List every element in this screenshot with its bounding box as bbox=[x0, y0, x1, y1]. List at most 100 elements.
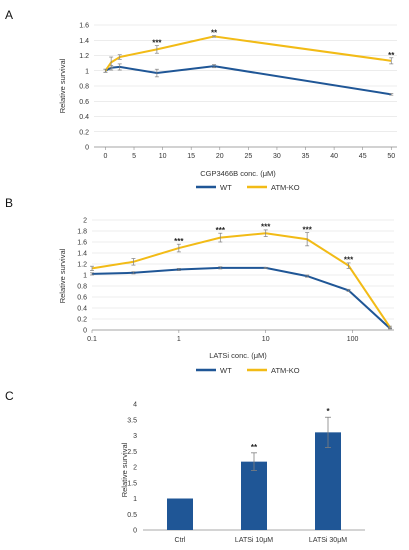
panel-a-letter: A bbox=[5, 8, 13, 22]
a-xtick-label: 0 bbox=[103, 153, 107, 160]
c-xtick-label: LATSi 10μM bbox=[235, 537, 273, 544]
panel-a-legend-wt: WT bbox=[220, 183, 232, 192]
a-significance-marker: ** bbox=[211, 29, 218, 38]
b-ytick-label: 2 bbox=[83, 218, 87, 225]
b-ytick-label: 0.4 bbox=[77, 306, 87, 313]
b-ytick-label: 0.2 bbox=[77, 317, 87, 324]
b-errorbar bbox=[176, 243, 181, 253]
b-errorbar bbox=[346, 288, 351, 292]
a-ytick-label: 0.2 bbox=[79, 129, 89, 136]
c-ytick-label: 2 bbox=[133, 465, 137, 472]
c-ytick-label: 3.5 bbox=[127, 417, 137, 424]
b-ytick-label: 0.6 bbox=[77, 295, 87, 302]
c-ytick-label: 1 bbox=[133, 496, 137, 503]
b-xtick-label: 10 bbox=[262, 336, 270, 343]
c-errorbar bbox=[251, 452, 257, 471]
panel-b-legend-wt: WT bbox=[220, 366, 232, 375]
b-xtick-label: 100 bbox=[347, 336, 359, 343]
a-xtick-label: 45 bbox=[359, 153, 367, 160]
panel-b-letter: B bbox=[5, 196, 13, 210]
a-xtick-label: 50 bbox=[387, 153, 395, 160]
b-errorbar bbox=[90, 272, 94, 276]
a-errorbar bbox=[154, 68, 159, 78]
a-ytick-label: 1.2 bbox=[79, 53, 89, 60]
c-ytick-label: 0.5 bbox=[127, 512, 137, 519]
a-ytick-label: 0.4 bbox=[79, 114, 89, 121]
a-significance-marker: *** bbox=[152, 39, 162, 48]
c-ytick-label: 1.5 bbox=[127, 480, 137, 487]
a-errorbar bbox=[103, 68, 108, 73]
b-errorbar bbox=[263, 266, 268, 269]
b-errorbar bbox=[388, 325, 393, 329]
c-ytick-label: 0 bbox=[133, 528, 137, 535]
a-significance-marker: ** bbox=[388, 51, 395, 60]
b-ytick-label: 1.8 bbox=[77, 229, 87, 236]
panel-a-xlabel: CGP3466B conc. (μM) bbox=[200, 169, 276, 178]
a-ytick-label: 1.6 bbox=[79, 23, 89, 30]
a-errorbar bbox=[154, 45, 159, 54]
b-errorbar bbox=[263, 229, 268, 237]
panel-a-ylabel: Relative survival bbox=[58, 58, 67, 113]
a-series-wt-line bbox=[104, 65, 392, 96]
panel-b-ylabel: Relative survival bbox=[58, 248, 67, 303]
b-errorbar bbox=[346, 262, 351, 269]
a-errorbar bbox=[109, 56, 114, 69]
a-errorbar bbox=[117, 54, 122, 60]
a-ytick-label: 0.8 bbox=[79, 84, 89, 91]
panel-b-legend: WT ATM-KO bbox=[196, 366, 300, 375]
b-ytick-label: 0.8 bbox=[77, 284, 87, 291]
panel-a: A 0 0.2 0.4 0.6 0.8 1 1.2 1.4 1.6 0 5 10 15 20 25 30 35 4… bbox=[5, 8, 397, 192]
c-bar bbox=[315, 432, 341, 530]
a-errorbar bbox=[212, 64, 217, 69]
b-xtick-label: 0.1 bbox=[87, 336, 97, 343]
b-errorbar bbox=[305, 274, 310, 278]
a-errorbar bbox=[117, 63, 122, 71]
b-errorbar bbox=[131, 271, 136, 275]
b-ytick-label: 1.6 bbox=[77, 240, 87, 247]
panel-b-legend-ko: ATM-KO bbox=[271, 366, 300, 375]
a-errorbar bbox=[389, 93, 394, 96]
a-xtick-label: 25 bbox=[244, 153, 252, 160]
b-errorbar bbox=[90, 265, 94, 271]
panel-a-legend-ko: ATM-KO bbox=[271, 183, 300, 192]
a-xtick-label: 40 bbox=[330, 153, 338, 160]
b-series-ko-line bbox=[91, 232, 391, 328]
a-series-ko-line bbox=[104, 35, 392, 72]
b-ytick-label: 1 bbox=[83, 273, 87, 280]
b-errorbar bbox=[305, 232, 310, 247]
b-xtick-label: 1 bbox=[177, 336, 181, 343]
a-xtick-label: 15 bbox=[187, 153, 195, 160]
b-ytick-label: 1.2 bbox=[77, 262, 87, 269]
a-ytick-label: 1.4 bbox=[79, 38, 89, 45]
b-series-wt-line bbox=[91, 266, 391, 330]
b-significance-marker: *** bbox=[344, 255, 354, 264]
c-errorbar bbox=[325, 416, 331, 448]
b-significance-marker: *** bbox=[216, 226, 226, 235]
c-ytick-label: 3 bbox=[133, 433, 137, 440]
c-significance-marker: * bbox=[326, 407, 330, 416]
b-errorbar bbox=[176, 268, 181, 271]
panel-a-legend: WT ATM-KO bbox=[196, 183, 300, 192]
panel-b: B 0 0.2 0.4 0.6 0.8 1 1.2 1.4 1.6 1.8 2 0.1 1 10 100 *… bbox=[5, 196, 394, 375]
a-xtick-label: 20 bbox=[216, 153, 224, 160]
a-xtick-label: 10 bbox=[159, 153, 167, 160]
b-ytick-label: 0 bbox=[83, 328, 87, 335]
panel-b-xlabel: LATSi conc. (μM) bbox=[209, 351, 267, 360]
a-ytick-label: 0 bbox=[85, 145, 89, 152]
c-ytick-label: 2.5 bbox=[127, 449, 137, 456]
a-ytick-label: 1 bbox=[85, 68, 89, 75]
b-significance-marker: *** bbox=[302, 226, 312, 235]
c-xtick-label: LATSi 30μM bbox=[309, 537, 347, 544]
b-significance-marker: *** bbox=[261, 222, 271, 231]
c-xtick-label: Ctrl bbox=[175, 537, 186, 544]
b-significance-marker: *** bbox=[174, 237, 184, 246]
a-xtick-label: 30 bbox=[273, 153, 281, 160]
panel-c-ylabel: Relative survival bbox=[120, 442, 129, 497]
a-xtick-label: 5 bbox=[132, 153, 136, 160]
c-bar bbox=[167, 498, 193, 530]
panel-c: C 0 0.5 1 1.5 2 2.5 3 3.5 4 Ctrl LATSi 10μM LATSi 3… bbox=[5, 389, 365, 544]
b-errorbar bbox=[218, 266, 223, 270]
b-errorbar bbox=[218, 232, 223, 243]
c-ytick-label: 4 bbox=[133, 402, 137, 409]
